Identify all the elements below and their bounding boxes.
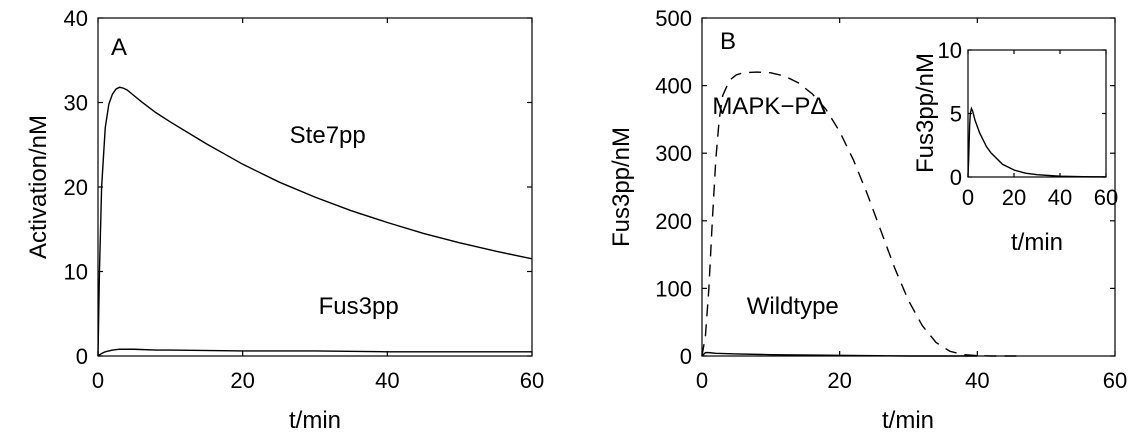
annotation-fus3pp: Fus3pp [319,293,399,320]
panel-b-y-tick-label: 100 [655,276,692,301]
panel-a-ticks: 0 20 40 60 0 10 20 30 40 [64,6,545,393]
inset-y-axis-title: Fus3pp/nM [912,53,939,173]
inset-y-tick-label: 5 [950,102,962,127]
panel-b-series-wildtype [701,351,978,357]
panel-b-y-tick-label: 0 [680,344,692,369]
panel-a-y-tick-label: 20 [64,175,88,200]
inset-y-tick-label: 0 [950,165,962,190]
panel-a-label: A [111,34,127,61]
panel-a-plot-frame [97,17,533,357]
inset-plot-frame [967,49,1107,178]
panel-a-x-tick-label: 40 [375,368,399,393]
panel-a-y-tick-label: 10 [64,260,88,285]
panel-a-curves [97,86,533,357]
panel-a-y-tick-label: 0 [76,344,88,369]
panel-b-inset-chart: 0 20 40 60 0 5 10 t/min Fus3pp/nM [912,38,1118,256]
panel-a-x-tick-label: 0 [92,368,104,393]
inset-series-wildtype [967,106,1107,178]
panel-b-x-axis-title: t/min [882,407,934,434]
panel-b-y-tick-label: 400 [655,74,692,99]
panel-a-y-axis-title: Activation/nM [25,115,52,259]
panel-b-y-tick-label: 200 [655,209,692,234]
panel-b-x-tick-label: 0 [696,368,708,393]
panel-a-y-tick-label: 30 [64,91,88,116]
inset-curves [967,106,1107,178]
inset-x-tick-label: 20 [1002,185,1026,210]
panel-b-x-tick-label: 40 [965,368,989,393]
inset-x-tick-label: 40 [1048,185,1072,210]
annotation-mapk-p-delta: MAPK−PΔ [712,93,826,120]
inset-y-tick-label: 10 [938,38,962,63]
panel-a-series-ste7pp [97,86,533,357]
panel-b-y-tick-label: 500 [655,6,692,31]
inset-x-axis-title: t/min [1011,229,1063,256]
panel-b-x-tick-label: 60 [1103,368,1127,393]
panel-b-y-axis-title: Fus3pp/nM [608,127,635,247]
inset-x-tick-label: 60 [1094,185,1118,210]
annotation-wildtype: Wildtype [747,293,839,320]
panel-a-x-tick-label: 60 [520,368,544,393]
panel-a-x-tick-label: 20 [230,368,254,393]
inset-ticks: 0 20 40 60 0 5 10 [938,38,1119,210]
panel-b-series-mapk-p [701,71,1019,357]
panel-b-label: B [720,28,736,55]
panel-b-curves [701,71,1019,357]
panel-a-x-axis-title: t/min [289,407,341,434]
panel-a-chart: 0 20 40 60 0 10 20 30 40 A Ste7pp Fus3pp t/min A… [25,6,544,434]
panel-a-series-fus3pp [97,348,532,357]
inset-x-tick-label: 0 [962,185,974,210]
panel-b-y-tick-label: 300 [655,141,692,166]
annotation-ste7pp: Ste7pp [290,122,366,149]
panel-a-y-tick-label: 40 [64,6,88,31]
panel-b-x-tick-label: 20 [827,368,851,393]
